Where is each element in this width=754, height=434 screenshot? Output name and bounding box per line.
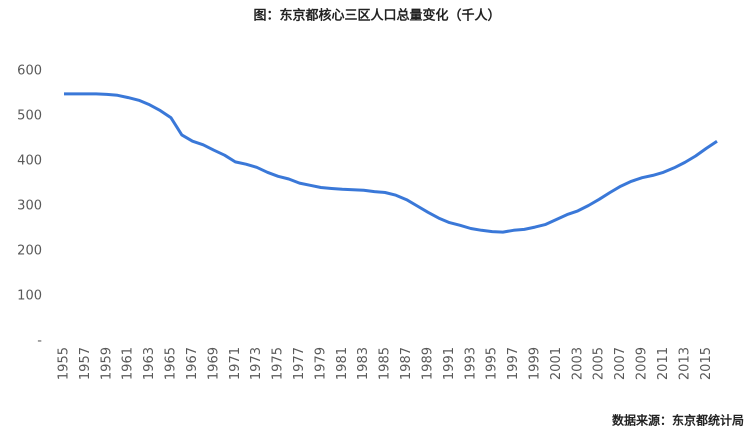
y-tick-label: 500 bbox=[17, 109, 42, 124]
x-tick-label: 1973 bbox=[249, 347, 264, 380]
x-tick-label: 1989 bbox=[420, 347, 435, 380]
x-tick-label: 1971 bbox=[228, 347, 243, 380]
x-tick-label: 1981 bbox=[335, 347, 350, 380]
x-tick-label: 1993 bbox=[463, 347, 478, 380]
x-tick-label: 1969 bbox=[206, 347, 221, 380]
x-tick-label: 2001 bbox=[549, 347, 564, 380]
x-tick-label: 1955 bbox=[57, 347, 72, 380]
x-tick-label: 1985 bbox=[378, 347, 393, 380]
x-tick-label: 1979 bbox=[313, 347, 328, 380]
x-tick-label: 1975 bbox=[271, 347, 286, 380]
x-tick-label: 1983 bbox=[356, 347, 371, 380]
y-tick-label: 100 bbox=[17, 289, 42, 304]
x-tick-label: 1957 bbox=[78, 347, 93, 380]
x-tick-label: 2003 bbox=[570, 347, 585, 380]
x-tick-label: 1977 bbox=[292, 347, 307, 380]
chart-title: 图：东京都核心三区人口总量变化（千人） bbox=[253, 8, 500, 24]
x-tick-label: 1995 bbox=[485, 347, 500, 380]
x-tick-label: 2013 bbox=[677, 347, 692, 380]
x-tick-label: 1997 bbox=[506, 347, 521, 380]
x-tick-label: 1959 bbox=[99, 347, 114, 380]
x-tick-label: 1991 bbox=[442, 347, 457, 380]
x-tick-label: 2009 bbox=[635, 347, 650, 380]
y-tick-label: 400 bbox=[17, 154, 42, 169]
y-tick-label: 200 bbox=[17, 244, 42, 259]
y-tick-label: - bbox=[37, 334, 42, 349]
x-tick-label: 2015 bbox=[699, 347, 714, 380]
data-line bbox=[64, 92, 718, 234]
x-tick-label: 1961 bbox=[121, 347, 136, 380]
x-tick-label: 1987 bbox=[399, 347, 414, 380]
x-tick-label: 1999 bbox=[528, 347, 543, 380]
x-tick-label: 1967 bbox=[185, 347, 200, 380]
x-tick-label: 2005 bbox=[592, 347, 607, 380]
y-tick-label: 600 bbox=[17, 64, 42, 79]
x-tick-label: 2007 bbox=[613, 347, 628, 380]
x-tick-label: 1963 bbox=[142, 347, 157, 380]
x-tick-label: 1965 bbox=[164, 347, 179, 380]
y-tick-label: 300 bbox=[17, 199, 42, 214]
source: 数据来源：东京都统计局 bbox=[612, 413, 744, 428]
x-tick-label: 2011 bbox=[656, 347, 671, 380]
